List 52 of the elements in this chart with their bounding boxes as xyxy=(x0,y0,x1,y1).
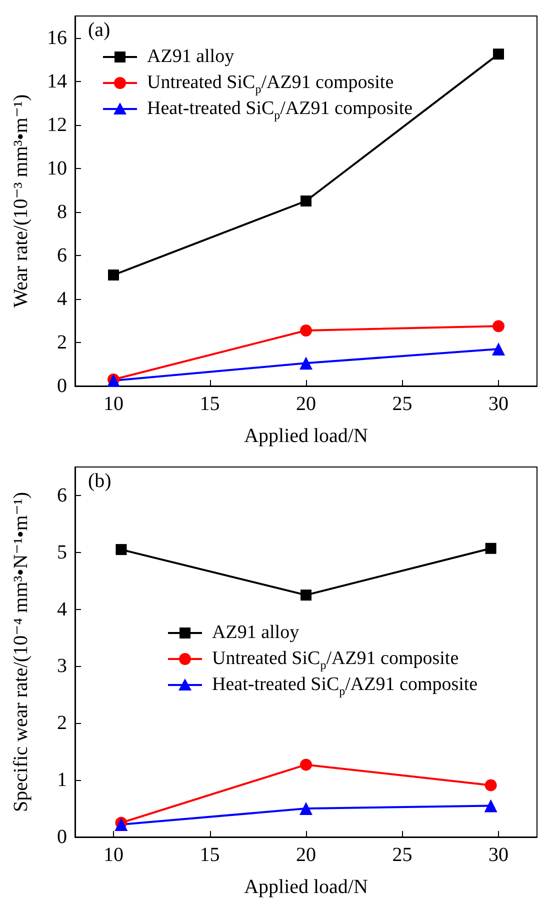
point xyxy=(116,544,127,556)
x-axis-title: Applied load/N xyxy=(244,876,368,898)
x-tick-label: 25 xyxy=(392,844,412,866)
x-tick-label: 10 xyxy=(104,393,124,415)
x-tick-label: 15 xyxy=(200,844,220,866)
x-tick-label: 30 xyxy=(488,844,508,866)
legend-label: Untreated SiC$_{p}$/AZ91 composite xyxy=(147,71,394,96)
y-axis-title: Specific wear rate/(10⁻⁴ mm³•N⁻¹•m⁻¹) xyxy=(10,492,32,812)
y-tick-label: 8 xyxy=(57,200,67,223)
point xyxy=(484,779,497,792)
y-tick-label: 5 xyxy=(57,541,67,564)
point xyxy=(108,270,119,280)
legend-label: AZ91 alloy xyxy=(147,45,234,69)
annotation: (a) xyxy=(88,19,110,41)
point xyxy=(300,590,312,601)
point xyxy=(492,342,505,356)
y-tick-label: 2 xyxy=(57,712,67,734)
x-tick-label: 20 xyxy=(296,393,316,415)
point xyxy=(484,799,498,812)
x-tick-label: 20 xyxy=(296,844,316,866)
point xyxy=(300,324,312,336)
point xyxy=(300,196,312,206)
legend-label: Heat-treated SiC$_{p}$/AZ91 composite xyxy=(212,673,478,698)
y-tick-label: 4 xyxy=(57,288,67,310)
point xyxy=(300,802,312,816)
annotation: (b) xyxy=(88,470,112,492)
y-tick-label: 12 xyxy=(47,114,67,136)
point xyxy=(300,758,312,771)
x-axis-title: Applied load/N xyxy=(244,425,368,447)
y-tick-label: 6 xyxy=(57,244,67,266)
legend-label: Heat-treated SiC$_{p}$/AZ91 composite xyxy=(147,97,413,122)
y-tick-label: 6 xyxy=(57,484,67,506)
y-tick-label: 1 xyxy=(57,769,67,792)
y-tick-label: 16 xyxy=(47,26,67,49)
x-tick-label: 15 xyxy=(200,393,220,415)
point xyxy=(493,48,504,60)
y-tick-label: 14 xyxy=(47,70,67,92)
y-tick-label: 4 xyxy=(57,598,67,620)
y-tick-label: 0 xyxy=(57,826,67,848)
point xyxy=(300,356,312,370)
x-tick-label: 30 xyxy=(488,393,508,415)
y-tick-label: 10 xyxy=(47,157,67,180)
legend-label: Untreated SiC$_{p}$/AZ91 composite xyxy=(212,647,459,672)
point xyxy=(492,320,504,332)
point xyxy=(485,542,496,554)
y-tick-label: 2 xyxy=(57,331,67,354)
x-tick-label: 10 xyxy=(104,844,124,866)
y-tick-label: 3 xyxy=(57,655,67,678)
y-axis-title: Wear rate/(10⁻³ mm³•m⁻¹) xyxy=(10,94,32,308)
x-tick-label: 25 xyxy=(392,393,412,415)
legend-label: AZ91 alloy xyxy=(212,621,300,645)
y-tick-label: 0 xyxy=(57,375,67,397)
